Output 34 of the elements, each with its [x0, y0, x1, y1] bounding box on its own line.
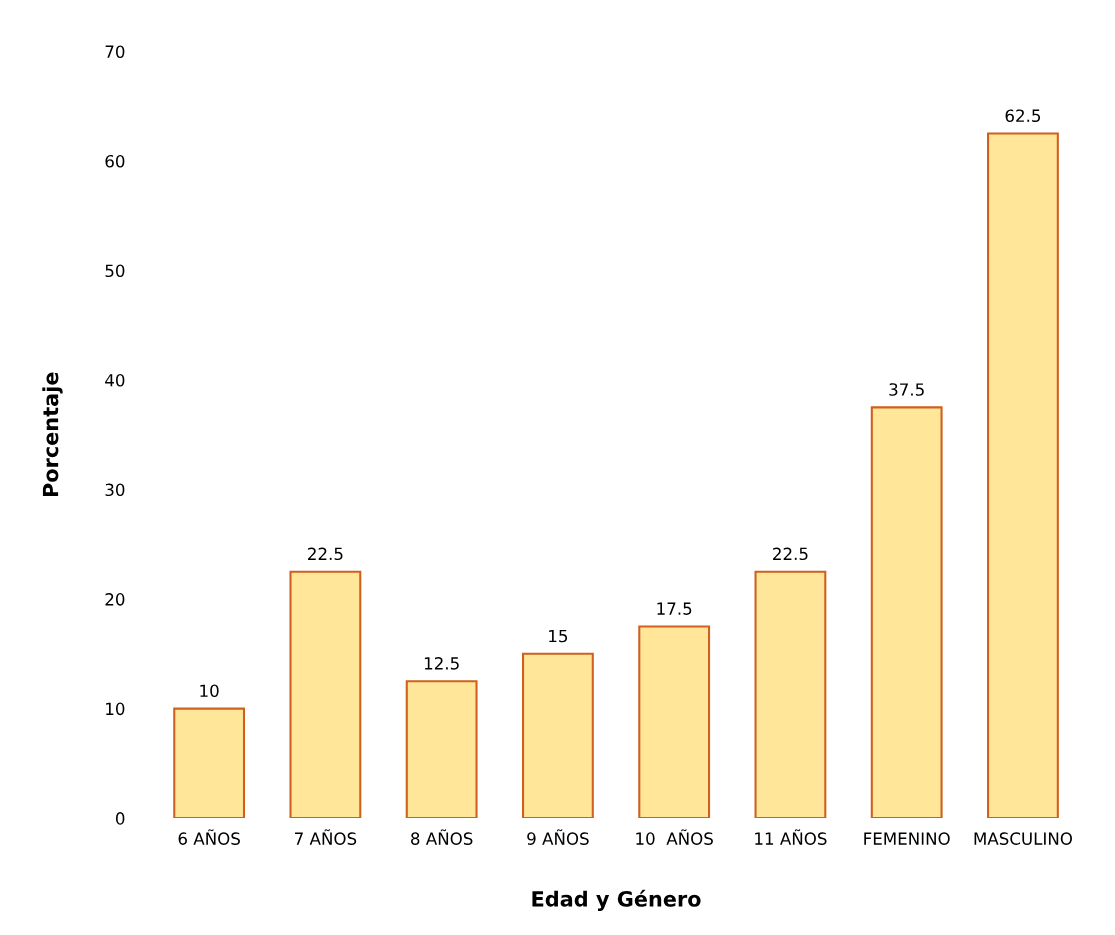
bar: [173, 707, 246, 819]
y-tick-label: 10: [106, 702, 125, 716]
x-tick-label: 6 AÑOS: [178, 829, 240, 845]
y-axis-title: Porcentaje: [42, 372, 63, 497]
bar: [870, 406, 943, 819]
bar: [987, 132, 1059, 819]
data-label: 12.5: [424, 657, 459, 670]
x-tick-label: 11 AÑOS: [755, 829, 827, 845]
data-label: 22.5: [773, 547, 808, 561]
bar: [754, 570, 827, 819]
bar: [405, 680, 478, 819]
x-tick-label: FEMENINO: [864, 832, 950, 845]
x-tick-label: 7 AÑOS: [295, 829, 357, 845]
y-tick-label: 20: [105, 593, 125, 606]
data-label: 62.5: [1005, 109, 1041, 123]
x-tick-label: MASCULINO: [974, 832, 1072, 845]
data-label: 10: [200, 684, 219, 698]
x-tick-label: 9 AÑOS: [527, 829, 589, 845]
y-tick-label: 50: [105, 264, 125, 278]
x-axis-title: Edad y Género: [532, 889, 701, 911]
y-tick-label: 0: [115, 812, 125, 825]
bar: [289, 570, 362, 819]
data-label: 37.5: [889, 383, 924, 396]
y-tick-label: 30: [105, 483, 125, 497]
y-tick-label: 70: [105, 45, 125, 58]
bar: [638, 625, 711, 819]
y-tick-label: 40: [105, 373, 125, 387]
x-tick-label: 10 AÑOS: [636, 829, 713, 845]
data-label: 17.5: [657, 602, 692, 615]
data-label: 22.5: [308, 547, 343, 561]
x-tick-label: 8 AÑOS: [411, 829, 473, 845]
bar: [521, 652, 594, 819]
data-label: 15: [549, 629, 568, 643]
y-tick-label: 60: [105, 154, 125, 168]
